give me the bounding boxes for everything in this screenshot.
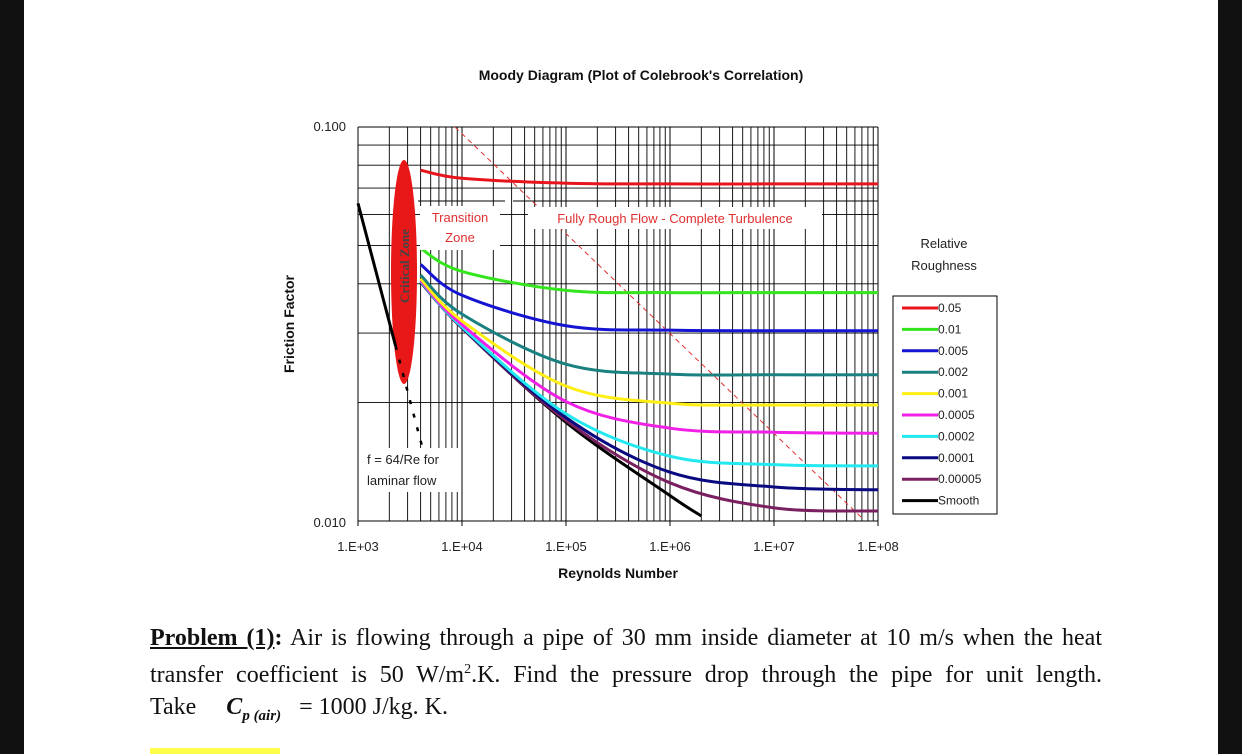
x-tick-label: 1.E+06 — [649, 539, 691, 554]
y-tick-label: 0.010 — [313, 515, 346, 530]
critical-zone-label: Critical Zone — [397, 229, 412, 303]
legend-title: Relative — [921, 236, 968, 251]
series-line-0.05 — [420, 168, 878, 186]
cp-subscript: p (air) — [242, 708, 282, 724]
laminar-label: f = 64/Re for — [367, 452, 440, 467]
x-tick-label: 1.E+05 — [545, 539, 587, 554]
fully-rough-label: Fully Rough Flow - Complete Turbulence — [557, 211, 793, 226]
series-line-0.0002 — [419, 280, 878, 468]
series-line-0.005 — [419, 263, 878, 333]
legend-label: 0.0002 — [938, 429, 975, 443]
legend-label: 0.0005 — [938, 408, 975, 422]
laminar-label: laminar flow — [367, 473, 437, 488]
transition-label: Transition — [432, 210, 489, 225]
problem-take: Take — [150, 694, 197, 720]
series-line-0.0005 — [419, 279, 878, 435]
right-border — [1218, 0, 1242, 754]
series-line-0.00005 — [419, 280, 878, 513]
series-line-0.002 — [419, 273, 878, 377]
legend-title: Roughness — [911, 258, 977, 273]
x-tick-label: 1.E+07 — [753, 539, 795, 554]
complete-turbulence-boundary — [454, 127, 863, 519]
legend-label: 0.001 — [938, 387, 968, 401]
cp-value: = 1000 J/kg. K. — [299, 694, 448, 720]
legend-label: 0.005 — [938, 344, 968, 358]
x-tick-label: 1.E+03 — [337, 539, 379, 554]
series-line-0.001 — [419, 277, 878, 407]
y-tick-label: 0.100 — [313, 119, 346, 134]
problem-line2a: transfer coefficient is 50 W/m — [150, 662, 465, 688]
x-tick-label: 1.E+04 — [441, 539, 483, 554]
cp-symbol: C — [226, 694, 243, 720]
legend-label: 0.00005 — [938, 472, 982, 486]
problem-line2b: .K. Find the pressure drop through the p… — [471, 662, 1102, 688]
problem-sup: 2 — [464, 662, 472, 677]
highlight-mark — [150, 748, 280, 754]
x-tick-label: 1.E+08 — [857, 539, 899, 554]
legend-label: Smooth — [938, 494, 979, 508]
left-border — [0, 0, 24, 754]
legend-label: 0.002 — [938, 365, 968, 379]
y-axis-label: Friction Factor — [281, 274, 297, 373]
critical-zone-ellipse — [391, 160, 417, 384]
x-axis-label: Reynolds Number — [558, 565, 678, 581]
problem-label: Problem (1) — [150, 625, 275, 651]
laminar-box — [362, 448, 460, 492]
transition-box — [420, 206, 500, 250]
legend-label: 0.05 — [938, 301, 962, 315]
fully-rough-box — [528, 207, 822, 229]
laminar-extension — [394, 345, 428, 462]
series-line-0.01 — [419, 247, 878, 295]
legend-label: 0.0001 — [938, 451, 975, 465]
series-line-0.0001 — [419, 280, 878, 492]
chart-title: Moody Diagram (Plot of Colebrook's Corre… — [479, 67, 804, 83]
problem-statement: Problem (1): Air is flowing through a pi… — [150, 625, 1102, 724]
laminar-line — [356, 202, 398, 347]
moody-chart: 1.E+03 1.E+04 1.E+05 1.E+06 1.E+07 1.E+08 0.01… — [281, 67, 998, 581]
legend-box — [892, 295, 998, 515]
legend-label: 0.01 — [938, 322, 962, 336]
problem-line1: Air is flowing through a pipe of 30 mm i… — [290, 625, 1102, 651]
transition-label: Zone — [445, 230, 475, 245]
